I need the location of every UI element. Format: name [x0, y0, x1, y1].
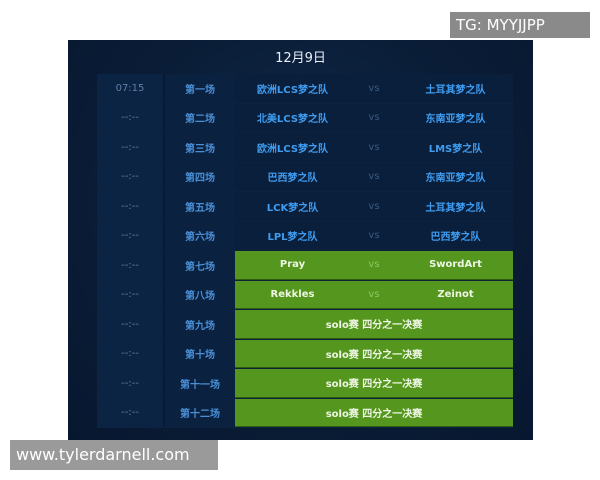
- match-label: solo赛 四分之一决赛: [325, 379, 423, 391]
- match-number: 第十一场: [165, 369, 235, 398]
- team2-name: 土耳其梦之队: [425, 202, 486, 214]
- match-teams: solo赛 四分之一决赛: [235, 310, 513, 339]
- team1-name: LCK梦之队: [266, 202, 319, 214]
- match-number: 第七场: [165, 251, 235, 280]
- match-teams: LPL梦之队 vs 巴西梦之队: [235, 221, 513, 250]
- match-time: --:--: [97, 251, 165, 280]
- team2-name: 东南亚梦之队: [425, 173, 486, 185]
- team1-name: 北美LCS梦之队: [256, 114, 329, 126]
- match-number: 第四场: [165, 162, 235, 191]
- vs-label: vs: [368, 141, 380, 153]
- vs-label: vs: [368, 259, 380, 271]
- match-number: 第三场: [165, 133, 235, 162]
- schedule-panel: 12月9日 07:15 第一场 欧洲LCS梦之队 vs 土耳其梦之队 --:--…: [68, 40, 533, 440]
- team2-name: LMS梦之队: [428, 143, 483, 155]
- match-label: solo赛 四分之一决赛: [325, 349, 423, 361]
- match-teams: solo赛 四分之一决赛: [235, 369, 513, 398]
- match-number: 第一场: [165, 74, 235, 103]
- team2-name: 土耳其梦之队: [425, 84, 486, 96]
- match-time: --:--: [97, 280, 165, 309]
- match-row: --:-- 第十二场 solo赛 四分之一决赛: [97, 398, 513, 428]
- match-teams: 北美LCS梦之队 vs 东南亚梦之队: [235, 103, 513, 132]
- match-row: --:-- 第四场 巴西梦之队 vs 东南亚梦之队: [97, 162, 513, 192]
- team1-name: 欧洲LCS梦之队: [256, 143, 329, 155]
- match-number: 第十场: [165, 339, 235, 368]
- team2-name: Zeinot: [437, 288, 474, 300]
- match-number: 第五场: [165, 192, 235, 221]
- match-teams: solo赛 四分之一决赛: [235, 339, 513, 368]
- match-teams: Pray vs SwordArt: [235, 251, 513, 280]
- match-row: 07:15 第一场 欧洲LCS梦之队 vs 土耳其梦之队: [97, 74, 513, 104]
- team1-name: LPL梦之队: [267, 232, 318, 244]
- match-time: --:--: [97, 162, 165, 191]
- match-row: --:-- 第六场 LPL梦之队 vs 巴西梦之队: [97, 221, 513, 251]
- match-time: 07:15: [97, 74, 165, 103]
- vs-label: vs: [368, 82, 380, 94]
- match-teams: solo赛 四分之一决赛: [235, 398, 513, 427]
- match-number: 第六场: [165, 221, 235, 250]
- vs-label: vs: [368, 288, 380, 300]
- match-number: 第八场: [165, 280, 235, 309]
- match-teams: 欧洲LCS梦之队 vs LMS梦之队: [235, 133, 513, 162]
- team2-name: SwordArt: [429, 259, 482, 271]
- watermark-bottom: www.tylerdarnell.com: [10, 440, 218, 470]
- match-teams: 巴西梦之队 vs 东南亚梦之队: [235, 162, 513, 191]
- watermark-top: TG: MYYJJPP: [450, 12, 590, 38]
- match-time: --:--: [97, 369, 165, 398]
- match-row: --:-- 第三场 欧洲LCS梦之队 vs LMS梦之队: [97, 133, 513, 163]
- match-time: --:--: [97, 221, 165, 250]
- team1-name: Pray: [279, 259, 306, 271]
- match-number: 第二场: [165, 103, 235, 132]
- vs-label: vs: [368, 230, 380, 242]
- match-time: --:--: [97, 398, 165, 427]
- match-number: 第九场: [165, 310, 235, 339]
- schedule-date: 12月9日: [275, 51, 326, 66]
- team1-name: 巴西梦之队: [267, 173, 318, 185]
- team1-name: Rekkles: [270, 288, 315, 300]
- match-list: 07:15 第一场 欧洲LCS梦之队 vs 土耳其梦之队 --:-- 第二场 北…: [97, 74, 513, 428]
- match-time: --:--: [97, 310, 165, 339]
- match-teams: Rekkles vs Zeinot: [235, 280, 513, 309]
- match-number: 第十二场: [165, 398, 235, 427]
- match-time: --:--: [97, 339, 165, 368]
- match-time: --:--: [97, 133, 165, 162]
- match-label: solo赛 四分之一决赛: [325, 320, 423, 332]
- match-row: --:-- 第七场 Pray vs SwordArt: [97, 251, 513, 281]
- match-time: --:--: [97, 192, 165, 221]
- vs-label: vs: [368, 171, 380, 183]
- match-row: --:-- 第二场 北美LCS梦之队 vs 东南亚梦之队: [97, 103, 513, 133]
- vs-label: vs: [368, 200, 380, 212]
- match-teams: 欧洲LCS梦之队 vs 土耳其梦之队: [235, 74, 513, 103]
- vs-label: vs: [368, 112, 380, 124]
- team2-name: 东南亚梦之队: [425, 114, 486, 126]
- team2-name: 巴西梦之队: [430, 232, 481, 244]
- match-row: --:-- 第十场 solo赛 四分之一决赛: [97, 339, 513, 369]
- match-row: --:-- 第十一场 solo赛 四分之一决赛: [97, 369, 513, 399]
- match-time: --:--: [97, 103, 165, 132]
- match-row: --:-- 第九场 solo赛 四分之一决赛: [97, 310, 513, 340]
- match-teams: LCK梦之队 vs 土耳其梦之队: [235, 192, 513, 221]
- match-row: --:-- 第八场 Rekkles vs Zeinot: [97, 280, 513, 310]
- match-row: --:-- 第五场 LCK梦之队 vs 土耳其梦之队: [97, 192, 513, 222]
- team1-name: 欧洲LCS梦之队: [256, 84, 329, 96]
- match-label: solo赛 四分之一决赛: [325, 408, 423, 420]
